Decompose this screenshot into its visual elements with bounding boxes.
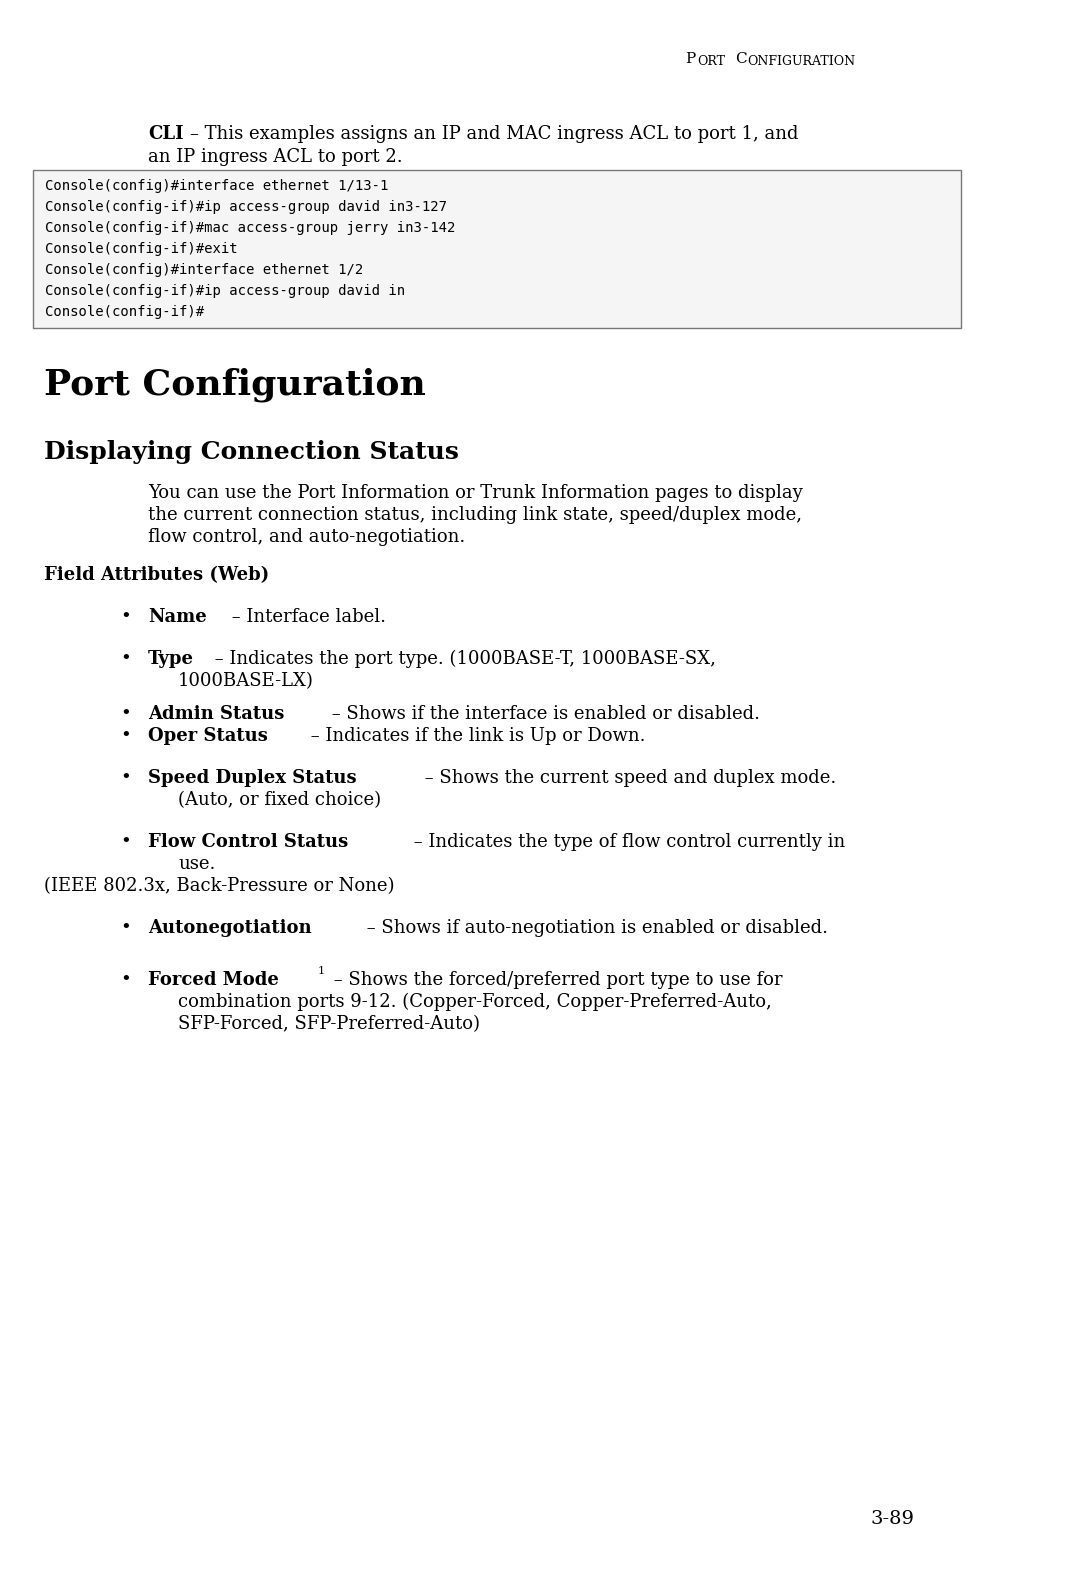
Text: – Shows the current speed and duplex mode.: – Shows the current speed and duplex mod… bbox=[419, 769, 836, 787]
Bar bbox=[33, 170, 961, 328]
Text: •: • bbox=[120, 705, 131, 724]
Text: combination ports 9-12. (Copper-Forced, Copper-Preferred-Auto,: combination ports 9-12. (Copper-Forced, … bbox=[178, 992, 772, 1011]
Text: Oper Status: Oper Status bbox=[148, 727, 268, 746]
Text: (IEEE 802.3x, Back-Pressure or None): (IEEE 802.3x, Back-Pressure or None) bbox=[44, 878, 394, 895]
Text: Field Attributes (Web): Field Attributes (Web) bbox=[44, 567, 269, 584]
Text: Type: Type bbox=[148, 650, 194, 667]
Text: Console(config-if)#ip access-group david in: Console(config-if)#ip access-group david… bbox=[45, 284, 405, 298]
Text: CLI: CLI bbox=[148, 126, 184, 143]
Text: Flow Control Status: Flow Control Status bbox=[148, 834, 348, 851]
Text: – This examples assigns an IP and MAC ingress ACL to port 1, and: – This examples assigns an IP and MAC in… bbox=[190, 126, 798, 143]
Text: use.: use. bbox=[178, 856, 215, 873]
Text: Autonegotiation: Autonegotiation bbox=[148, 918, 312, 937]
Text: Console(config-if)#: Console(config-if)# bbox=[45, 305, 204, 319]
Text: ONFIGURATION: ONFIGURATION bbox=[747, 55, 855, 68]
Text: Console(config)#interface ethernet 1/13-1: Console(config)#interface ethernet 1/13-… bbox=[45, 179, 389, 193]
Text: – Indicates the port type. (1000BASE-T, 1000BASE-SX,: – Indicates the port type. (1000BASE-T, … bbox=[210, 650, 716, 669]
Text: •: • bbox=[120, 769, 131, 787]
Text: ORT: ORT bbox=[697, 55, 725, 68]
Text: Console(config-if)#exit: Console(config-if)#exit bbox=[45, 242, 238, 256]
Text: – Indicates the type of flow control currently in: – Indicates the type of flow control cur… bbox=[408, 834, 846, 851]
Text: Name: Name bbox=[148, 608, 206, 626]
Text: Console(config-if)#ip access-group david in3-127: Console(config-if)#ip access-group david… bbox=[45, 199, 447, 214]
Text: SFP-Forced, SFP-Preferred-Auto): SFP-Forced, SFP-Preferred-Auto) bbox=[178, 1014, 480, 1033]
Text: – Shows the forced/preferred port type to use for: – Shows the forced/preferred port type t… bbox=[328, 970, 783, 989]
Text: – Shows if the interface is enabled or disabled.: – Shows if the interface is enabled or d… bbox=[326, 705, 760, 724]
Text: •: • bbox=[120, 608, 131, 626]
Text: Forced Mode: Forced Mode bbox=[148, 970, 279, 989]
Text: Displaying Connection Status: Displaying Connection Status bbox=[44, 440, 459, 465]
Text: (Auto, or fixed choice): (Auto, or fixed choice) bbox=[178, 791, 381, 809]
Text: Port Configuration: Port Configuration bbox=[44, 367, 426, 402]
Text: – Shows if auto-negotiation is enabled or disabled.: – Shows if auto-negotiation is enabled o… bbox=[361, 918, 828, 937]
Text: – Indicates if the link is Up or Down.: – Indicates if the link is Up or Down. bbox=[305, 727, 645, 746]
Text: 1: 1 bbox=[318, 966, 325, 977]
Text: •: • bbox=[120, 650, 131, 667]
Text: an IP ingress ACL to port 2.: an IP ingress ACL to port 2. bbox=[148, 148, 403, 166]
Text: C: C bbox=[735, 52, 746, 66]
Text: P: P bbox=[685, 52, 696, 66]
Text: You can use the Port Information or Trunk Information pages to display: You can use the Port Information or Trun… bbox=[148, 484, 802, 502]
Text: Admin Status: Admin Status bbox=[148, 705, 284, 724]
Text: – Interface label.: – Interface label. bbox=[226, 608, 386, 626]
Text: •: • bbox=[120, 727, 131, 746]
Text: Console(config)#interface ethernet 1/2: Console(config)#interface ethernet 1/2 bbox=[45, 264, 363, 276]
Text: Console(config-if)#mac access-group jerry in3-142: Console(config-if)#mac access-group jerr… bbox=[45, 221, 456, 236]
Text: •: • bbox=[120, 918, 131, 937]
Text: the current connection status, including link state, speed/duplex mode,: the current connection status, including… bbox=[148, 506, 802, 524]
Text: 1000BASE-LX): 1000BASE-LX) bbox=[178, 672, 314, 689]
Text: Speed Duplex Status: Speed Duplex Status bbox=[148, 769, 356, 787]
Text: •: • bbox=[120, 834, 131, 851]
Text: •: • bbox=[120, 970, 131, 989]
Text: flow control, and auto-negotiation.: flow control, and auto-negotiation. bbox=[148, 528, 465, 546]
Text: 3-89: 3-89 bbox=[870, 1510, 914, 1528]
